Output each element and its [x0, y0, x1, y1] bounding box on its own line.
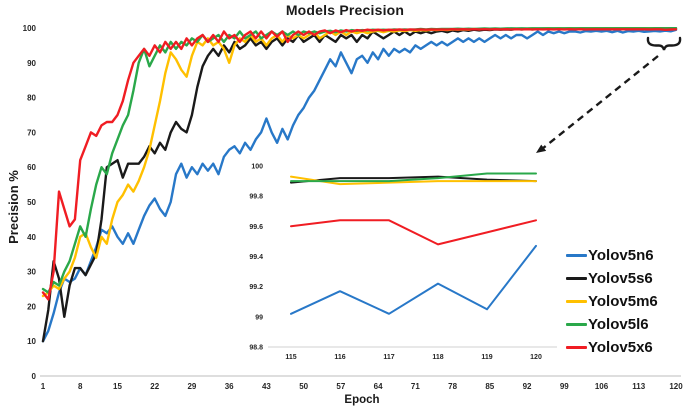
y-tick-label: 20 [27, 302, 36, 311]
inset-y-tick-label: 99.6 [249, 224, 263, 231]
x-tick-label: 120 [669, 382, 683, 391]
x-tick-label: 57 [336, 382, 345, 391]
main-series-lines [41, 27, 678, 343]
inset-y-tick-label: 99.4 [249, 254, 263, 261]
y-tick-label: 10 [27, 337, 36, 346]
inset-x-tick-label: 118 [432, 354, 443, 361]
x-tick-label: 78 [448, 382, 457, 391]
y-axis-title: Precision % [6, 170, 21, 244]
x-tick-label: 113 [632, 382, 645, 391]
inset-series-line-yolov5m6 [290, 175, 537, 186]
legend-item-yolov5n6: Yolov5n6 [566, 247, 684, 264]
x-tick-label: 1 [41, 382, 46, 391]
x-tick-label: 29 [187, 382, 196, 391]
x-tick-label: 22 [150, 382, 159, 391]
x-tick-label: 43 [262, 382, 271, 391]
zoom-brace [646, 36, 682, 51]
y-tick-label: 40 [27, 233, 36, 242]
x-tick-label: 50 [299, 382, 308, 391]
y-tick-label: 80 [27, 94, 36, 103]
inset-series-line-yolov5n6 [290, 244, 537, 315]
legend-item-label: Yolov5n6 [588, 247, 654, 264]
legend-item-label: Yolov5l6 [588, 316, 649, 333]
legend-item-label: Yolov5s6 [588, 270, 653, 287]
legend-item-yolov5m6: Yolov5m6 [566, 293, 684, 310]
inset-y-tick-label: 100 [251, 164, 263, 171]
x-tick-label: 64 [374, 382, 383, 391]
inset-x-tick-label: 120 [530, 354, 542, 361]
y-tick-label: 30 [27, 268, 36, 277]
legend-line-icon [566, 277, 587, 280]
legend-line-icon [566, 254, 587, 257]
inset-x-tick-label: 117 [383, 354, 394, 361]
series-line-yolov5x6 [41, 28, 678, 301]
legend-line-icon [566, 346, 587, 349]
main-axis-ticks: 1 8 15 22 29 36 43 50 57 64 71 78 85 92 99 106 113 120 0 10… [23, 24, 684, 391]
legend: Yolov5n6 Yolov5s6 Yolov5m6 Yolov5l6 Yolov5x6 [566, 247, 684, 362]
zoom-callout-arrowhead [536, 144, 547, 153]
x-tick-label: 8 [78, 382, 83, 391]
legend-item-label: Yolov5x6 [588, 339, 653, 356]
inset-series-lines [290, 172, 537, 315]
x-tick-label: 15 [113, 382, 122, 391]
x-tick-label: 106 [595, 382, 609, 391]
chart-title: Models Precision [285, 2, 405, 18]
x-axis-title: Epoch [344, 394, 380, 406]
inset-y-tick-label: 99.8 [249, 194, 263, 201]
legend-item-yolov5s6: Yolov5s6 [566, 270, 684, 287]
inset-series-line-yolov5s6 [290, 175, 537, 184]
y-tick-label: 0 [32, 372, 37, 381]
series-line-yolov5n6 [41, 28, 678, 343]
zoom-callout-arrow [541, 55, 659, 150]
legend-line-icon [566, 323, 587, 326]
y-tick-label: 70 [27, 128, 36, 137]
y-tick-label: 100 [23, 24, 37, 33]
legend-item-yolov5l6: Yolov5l6 [566, 316, 684, 333]
legend-item-yolov5x6: Yolov5x6 [566, 339, 684, 356]
y-tick-label: 60 [27, 163, 36, 172]
inset-series-line-yolov5l6 [290, 172, 537, 183]
x-tick-label: 36 [225, 382, 234, 391]
inset-x-tick-label: 116 [334, 354, 345, 361]
y-tick-label: 50 [27, 198, 36, 207]
inset-x-tick-label: 119 [481, 354, 492, 361]
inset-axis-ticks: 115 116 117 118 119 120 98.8 99 99.2 99.4 99.6 99.8… [249, 164, 542, 362]
inset-y-tick-label: 98.8 [249, 345, 263, 352]
x-tick-label: 85 [485, 382, 494, 391]
legend-item-label: Yolov5m6 [588, 293, 658, 310]
y-tick-label: 90 [27, 59, 36, 68]
legend-line-icon [566, 300, 587, 303]
x-tick-label: 99 [560, 382, 569, 391]
inset-y-tick-label: 99 [255, 314, 263, 321]
inset-y-tick-label: 99.2 [249, 284, 263, 291]
inset-series-line-yolov5x6 [290, 219, 537, 246]
x-tick-label: 92 [523, 382, 532, 391]
x-tick-label: 71 [411, 382, 420, 391]
inset-x-tick-label: 115 [285, 354, 296, 361]
